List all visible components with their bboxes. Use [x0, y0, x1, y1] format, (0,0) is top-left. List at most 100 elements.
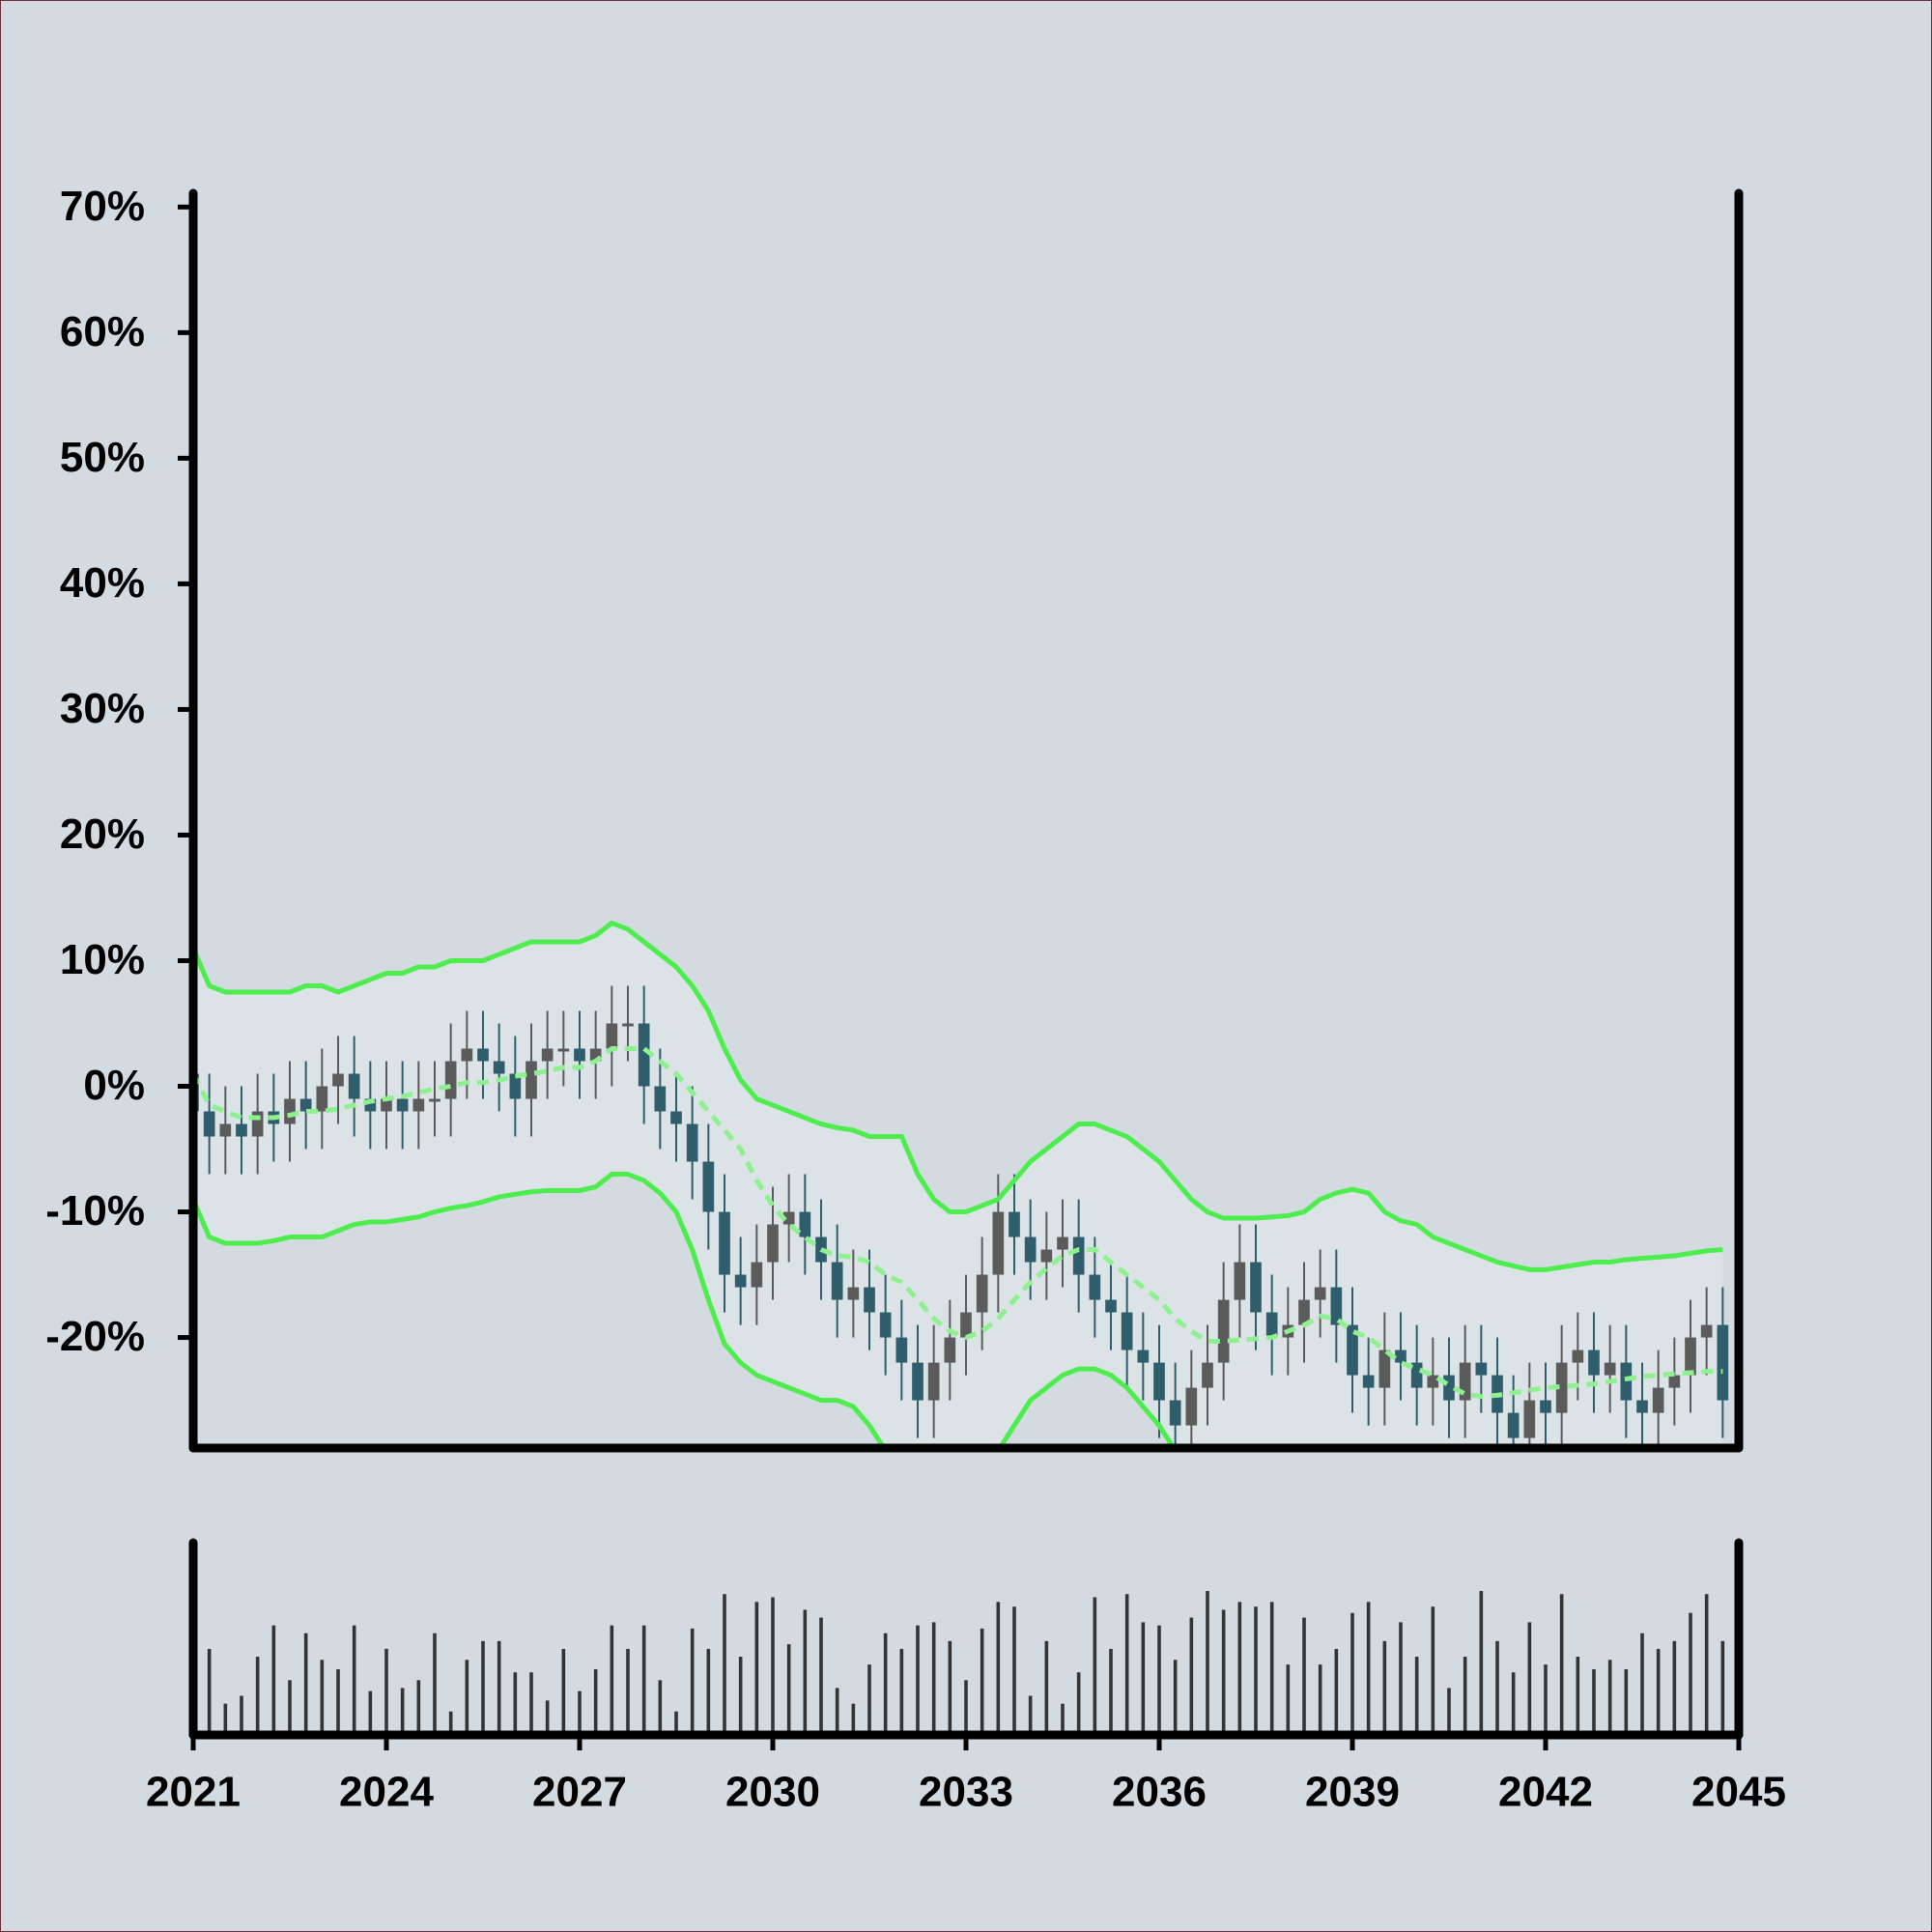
candle-body — [219, 1123, 232, 1137]
volume-bar — [916, 1625, 920, 1735]
band-lower — [193, 1172, 1177, 1448]
candle-body — [1652, 1387, 1664, 1413]
volume-bar — [626, 1648, 630, 1735]
volume-bar — [1607, 1660, 1612, 1735]
candle-body — [461, 1048, 473, 1062]
candle-body — [1234, 1262, 1246, 1300]
volume-bar — [1237, 1602, 1242, 1735]
volume-bar — [593, 1668, 598, 1735]
candle-body — [1427, 1375, 1439, 1388]
candle-body — [1410, 1362, 1423, 1388]
volume-bar — [996, 1602, 1001, 1735]
x-tick-label: 2027 — [532, 1769, 627, 1816]
candle-body — [895, 1337, 908, 1363]
volume-bar — [1206, 1591, 1209, 1735]
y-tick-label: 40% — [60, 559, 145, 607]
volume-bar — [1302, 1617, 1306, 1735]
volume-bar — [980, 1628, 984, 1735]
candle-body — [477, 1048, 489, 1062]
volume-bar — [1366, 1602, 1371, 1735]
volume-bar — [1720, 1640, 1725, 1735]
band-upper — [193, 920, 1723, 1272]
volume-bar — [545, 1700, 550, 1735]
volume-bar — [1382, 1640, 1387, 1735]
candle-body — [1040, 1249, 1053, 1263]
y-tick-label: 30% — [60, 685, 145, 732]
volume-bar — [738, 1657, 743, 1735]
volume-bar — [1479, 1591, 1484, 1735]
candle-body — [702, 1161, 715, 1212]
volume-bar — [1431, 1606, 1435, 1735]
x-tick-label: 2039 — [1305, 1769, 1400, 1816]
volume-bar — [786, 1644, 791, 1735]
candle-body — [1459, 1362, 1471, 1401]
candle-body — [348, 1073, 360, 1099]
volume-bar — [1559, 1594, 1564, 1735]
volume-bar — [1576, 1657, 1580, 1735]
candle-body — [944, 1337, 956, 1363]
candle-body — [992, 1211, 1005, 1275]
candle-body — [1202, 1362, 1213, 1388]
candle-body — [1362, 1375, 1375, 1388]
candle-body — [767, 1224, 779, 1263]
candle-body — [1169, 1400, 1181, 1426]
volume-bar — [1044, 1640, 1049, 1735]
volume-bar — [1028, 1695, 1033, 1735]
axes: -20% -10% 0% 10% 20% 30% 40% 50% 60% 70% 2021 2024 2… — [45, 183, 1786, 1816]
candle-body — [1717, 1324, 1729, 1401]
x-tick-label: 2042 — [1498, 1769, 1593, 1816]
volume-bar — [899, 1648, 904, 1735]
candle-body — [847, 1287, 860, 1300]
candle-body — [1636, 1400, 1648, 1413]
candle-body — [1668, 1375, 1681, 1388]
candle-body — [782, 1211, 795, 1225]
volume-bar — [416, 1680, 421, 1735]
candle-body — [831, 1262, 843, 1300]
candle-body — [1395, 1350, 1406, 1363]
candle-body — [1347, 1324, 1358, 1376]
volume-bar — [931, 1622, 936, 1735]
x-tick-label: 2036 — [1112, 1769, 1207, 1816]
volume-bar — [368, 1690, 373, 1735]
y-tick-label: -20% — [45, 1313, 145, 1360]
volume-bar — [529, 1672, 533, 1735]
candle-body — [1555, 1362, 1568, 1413]
volume-bar — [1221, 1609, 1226, 1735]
candle-body — [1250, 1262, 1262, 1313]
volume-bar — [448, 1711, 453, 1735]
candle-body — [557, 1048, 570, 1052]
y-tick-label: -10% — [45, 1187, 145, 1235]
candle-body — [1217, 1299, 1230, 1363]
volume-bar — [433, 1633, 437, 1735]
volume-bar — [1527, 1622, 1532, 1735]
y-tick-label: 20% — [60, 810, 145, 858]
volume-bar — [1399, 1622, 1403, 1735]
volume-bar — [400, 1688, 405, 1735]
y-tick-label: 10% — [60, 936, 145, 983]
candle-body — [799, 1211, 811, 1237]
candle-body — [1330, 1287, 1343, 1325]
candle-body — [879, 1312, 892, 1338]
candle-body — [654, 1086, 667, 1112]
candle-body — [251, 1111, 264, 1137]
band-middle — [193, 1046, 1723, 1400]
volume-bar — [352, 1625, 356, 1735]
candle-body — [1604, 1362, 1616, 1376]
candle-body — [412, 1098, 425, 1112]
candle-body — [638, 1023, 650, 1087]
volume-bar — [690, 1628, 695, 1735]
volume-bar — [578, 1690, 582, 1735]
volume-bar — [706, 1648, 711, 1735]
volume-bar — [1640, 1633, 1644, 1735]
candle-body — [1057, 1236, 1068, 1250]
volume-bar — [1269, 1602, 1274, 1735]
candle-body — [1089, 1274, 1101, 1300]
candle-body — [1540, 1400, 1551, 1413]
y-tick-label: 70% — [60, 183, 145, 230]
volume-bar — [1350, 1612, 1354, 1735]
volume-bar — [803, 1609, 808, 1735]
candle-body — [316, 1086, 328, 1112]
candle-body — [1298, 1299, 1310, 1325]
